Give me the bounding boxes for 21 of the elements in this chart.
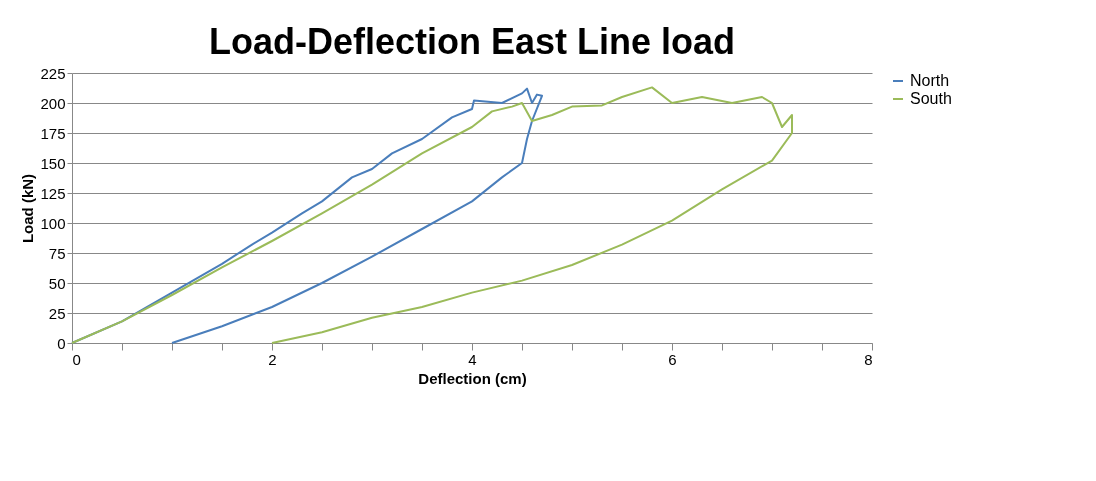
y-tick-label: 200 (40, 94, 66, 112)
x-tick-label: 8 (864, 350, 873, 368)
legend-label: North (910, 72, 950, 89)
x-axis-title: Deflection (cm) (418, 369, 527, 387)
x-tick-label: 2 (268, 350, 277, 368)
y-tick-label: 225 (40, 64, 66, 82)
x-tick-label: 0 (72, 350, 81, 368)
y-tick-label: 150 (40, 154, 66, 172)
y-tick-label: 0 (57, 334, 66, 352)
y-tick-label: 175 (40, 124, 66, 142)
y-tick-label: 100 (40, 214, 66, 232)
y-tick-label: 125 (40, 184, 66, 202)
chart-title: Load-Deflection East Line load (208, 21, 736, 62)
y-tick-label: 50 (48, 274, 66, 292)
y-tick-label: 25 (48, 304, 66, 322)
legend-label: South (910, 90, 952, 107)
line-series (71, 86, 793, 344)
y-axis-title: Load (kN) (19, 173, 37, 244)
x-tick-label: 6 (668, 350, 677, 368)
y-tick-label: 75 (48, 244, 66, 262)
x-tick-label: 4 (468, 350, 477, 368)
